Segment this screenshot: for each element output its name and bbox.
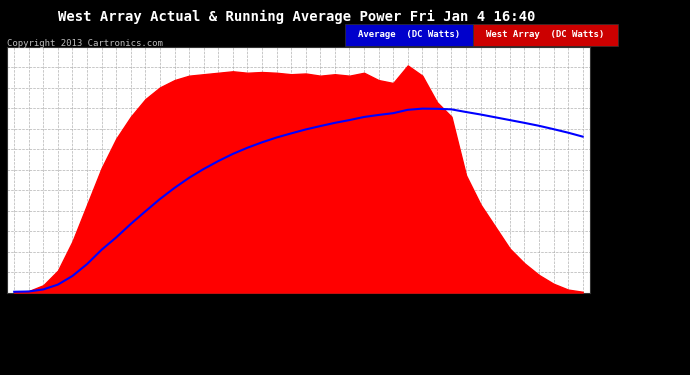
Text: West Array Actual & Running Average Power Fri Jan 4 16:40: West Array Actual & Running Average Powe… bbox=[58, 9, 535, 24]
Text: West Array  (DC Watts): West Array (DC Watts) bbox=[486, 30, 604, 39]
Text: Copyright 2013 Cartronics.com: Copyright 2013 Cartronics.com bbox=[7, 39, 163, 48]
Text: Average  (DC Watts): Average (DC Watts) bbox=[357, 30, 460, 39]
